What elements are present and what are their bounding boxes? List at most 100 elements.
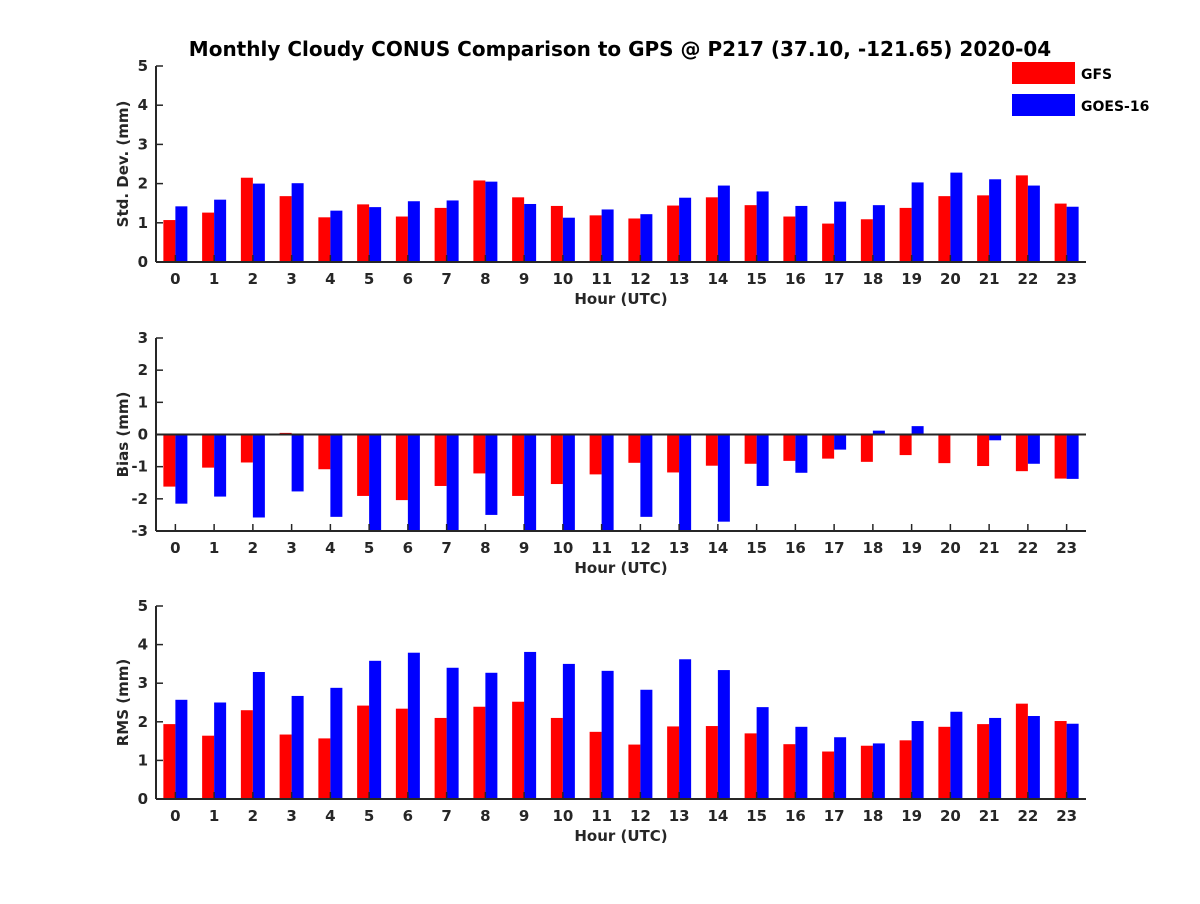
- bar-gfs-h16: [783, 744, 796, 799]
- x-tick-label: 1: [209, 270, 219, 288]
- bar-goes-16-h19: [911, 721, 924, 799]
- bar-gfs-h15: [744, 733, 757, 799]
- bar-gfs-h16: [783, 216, 796, 262]
- x-tick-label: 14: [707, 539, 728, 557]
- bar-gfs-h7: [434, 434, 447, 486]
- bar-goes-16-h3: [291, 434, 304, 492]
- bar-gfs-h5: [357, 705, 370, 799]
- bar-goes-16-h9: [524, 203, 537, 262]
- x-tick-label: 21: [979, 807, 1000, 825]
- x-tick-label: 19: [901, 270, 922, 288]
- bar-goes-16-h10: [562, 217, 575, 262]
- y-tick-label: 3: [138, 674, 148, 692]
- bar-goes-16-h6: [407, 201, 420, 262]
- bar-gfs-h9: [512, 197, 525, 262]
- bar-gfs-h23: [1054, 721, 1067, 799]
- bar-gfs-h7: [434, 717, 447, 799]
- bar-gfs-h17: [822, 751, 835, 799]
- bar-goes-16-h9: [524, 434, 537, 531]
- y-tick-label: -2: [131, 490, 148, 508]
- bar-goes-16-h6: [407, 434, 420, 531]
- bar-goes-16-h21: [989, 434, 1002, 441]
- bar-gfs-h23: [1054, 203, 1067, 262]
- bar-gfs-h4: [318, 217, 331, 262]
- bar-goes-16-h6: [407, 652, 420, 799]
- bar-goes-16-h16: [795, 205, 808, 262]
- bar-goes-16-h0: [175, 434, 188, 504]
- bar-gfs-h13: [667, 205, 680, 262]
- bar-goes-16-h23: [1066, 206, 1079, 262]
- x-tick-label: 2: [248, 539, 258, 557]
- legend-label: GOES-16: [1081, 99, 1149, 115]
- bar-goes-16-h21: [989, 179, 1002, 262]
- bar-goes-16-h19: [911, 182, 924, 262]
- x-tick-label: 15: [746, 539, 767, 557]
- x-tick-label: 23: [1056, 807, 1077, 825]
- bar-goes-16-h10: [562, 663, 575, 799]
- bar-gfs-h21: [977, 724, 990, 799]
- x-tick-label: 16: [785, 807, 806, 825]
- bar-gfs-h0: [163, 220, 176, 262]
- x-tick-label: 16: [785, 539, 806, 557]
- bar-goes-16-h8: [485, 434, 498, 515]
- bar-gfs-h21: [977, 434, 990, 467]
- bar-goes-16-h18: [872, 205, 885, 262]
- bar-goes-16-h3: [291, 695, 304, 799]
- bar-goes-16-h13: [679, 434, 692, 531]
- bar-gfs-h12: [628, 744, 641, 799]
- x-tick-label: 8: [480, 807, 490, 825]
- x-tick-label: 4: [325, 270, 335, 288]
- bar-goes-16-h14: [717, 434, 730, 522]
- bar-gfs-h18: [860, 434, 873, 462]
- bar-gfs-h1: [202, 434, 215, 468]
- bar-goes-16-h17: [834, 737, 847, 799]
- bar-gfs-h21: [977, 195, 990, 262]
- bar-gfs-h17: [822, 434, 835, 459]
- x-tick-label: 1: [209, 807, 219, 825]
- x-tick-label: 4: [325, 807, 335, 825]
- x-tick-label: 23: [1056, 539, 1077, 557]
- bar-gfs-h14: [705, 197, 718, 262]
- x-tick-label: 0: [170, 270, 180, 288]
- bar-goes-16-h22: [1027, 185, 1040, 262]
- bar-goes-16-h17: [834, 434, 847, 450]
- bar-goes-16-h2: [252, 434, 265, 518]
- x-tick-label: 15: [746, 807, 767, 825]
- bar-goes-16-h10: [562, 434, 575, 531]
- y-tick-label: 4: [138, 96, 148, 114]
- y-axis-label: Std. Dev. (mm): [114, 101, 132, 228]
- bar-gfs-h0: [163, 724, 176, 799]
- x-tick-label: 21: [979, 539, 1000, 557]
- y-axis-label: RMS (mm): [114, 659, 132, 746]
- bar-goes-16-h1: [214, 702, 227, 799]
- bar-goes-16-h11: [601, 209, 614, 262]
- bar-gfs-h15: [744, 434, 757, 464]
- bar-goes-16-h19: [911, 426, 924, 435]
- x-tick-label: 10: [552, 270, 573, 288]
- x-tick-label: 20: [940, 539, 961, 557]
- bar-gfs-h14: [705, 434, 718, 466]
- bar-gfs-h2: [240, 177, 253, 262]
- bar-goes-16-h4: [330, 434, 343, 517]
- x-tick-label: 14: [707, 270, 728, 288]
- bar-goes-16-h14: [717, 670, 730, 799]
- x-tick-label: 15: [746, 270, 767, 288]
- bar-goes-16-h22: [1027, 434, 1040, 464]
- bar-goes-16-h7: [446, 200, 459, 262]
- x-tick-label: 18: [862, 539, 883, 557]
- y-tick-label: 5: [138, 57, 148, 75]
- bar-gfs-h11: [589, 731, 602, 799]
- bar-gfs-h11: [589, 215, 602, 262]
- bar-gfs-h19: [899, 207, 912, 262]
- bar-goes-16-h8: [485, 672, 498, 799]
- x-tick-label: 8: [480, 270, 490, 288]
- y-tick-label: -3: [131, 522, 148, 540]
- bar-goes-16-h12: [640, 689, 653, 799]
- bar-goes-16-h2: [252, 672, 265, 799]
- bar-gfs-h8: [473, 180, 486, 262]
- bar-goes-16-h5: [369, 434, 382, 531]
